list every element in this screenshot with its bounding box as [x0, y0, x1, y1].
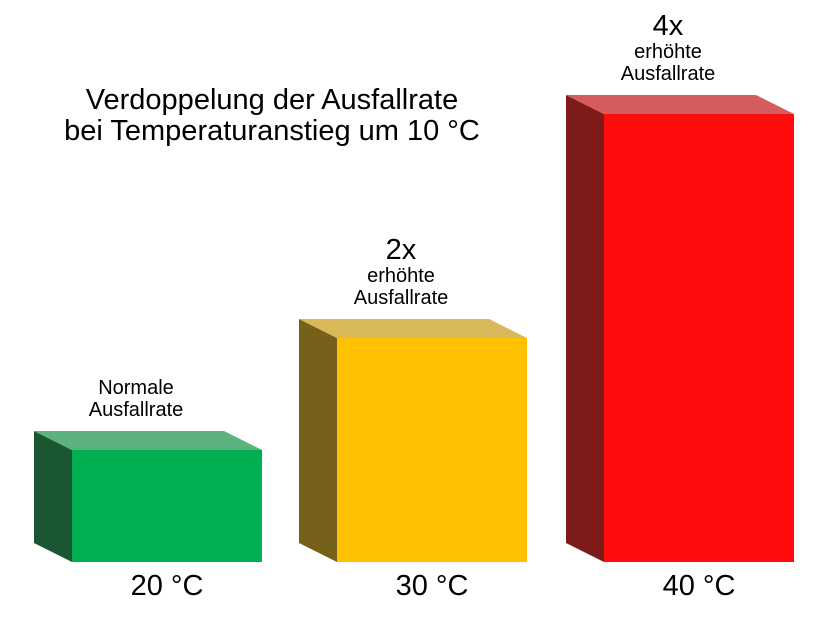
- bar-30c-annotation-headline: 2x: [385, 234, 417, 266]
- bar-40c-front-face: [604, 114, 794, 562]
- axis-label-20c: 20 °C: [130, 570, 204, 602]
- axis-label-30c: 30 °C: [395, 570, 469, 602]
- bar-20c-front-face: [72, 450, 262, 562]
- bar-20c-annotation: Normale Ausfallrate: [88, 377, 184, 421]
- bar-20c-annotation-line2: Ausfallrate: [88, 398, 184, 421]
- bar-20c-annotation-line1: Normale: [98, 377, 174, 399]
- bar-40c-annotation-line1: erhöhte: [634, 41, 702, 63]
- bar-20c-top-face: [34, 431, 262, 450]
- bar-40c-annotation-line2: Ausfallrate: [620, 62, 716, 85]
- bar-group-40c: [566, 95, 794, 562]
- bar-30c-annotation-line1: erhöhte: [367, 265, 435, 287]
- bar-group-20c: [34, 431, 262, 562]
- chart-title: Verdoppelung der Ausfallrate bei Tempera…: [64, 85, 480, 147]
- bar-30c-annotation: 2x erhöhte Ausfallrate: [354, 234, 449, 309]
- axis-label-40c: 40 °C: [662, 570, 736, 602]
- bar-40c-top-face: [566, 95, 794, 114]
- chart-title-line1: Verdoppelung der Ausfallrate: [85, 84, 459, 116]
- bar-30c-side-face: [299, 319, 337, 562]
- bar-30c-top-face: [299, 319, 527, 338]
- bar-30c-front-face: [337, 338, 527, 562]
- bar-group-30c: [299, 319, 527, 562]
- bar-40c-side-face: [566, 95, 604, 562]
- bar-40c-annotation: 4x erhöhte Ausfallrate: [621, 10, 716, 85]
- bar-20c-side-face: [34, 431, 72, 562]
- bar-40c-annotation-headline: 4x: [652, 10, 684, 42]
- chart-title-line2: bei Temperaturanstieg um 10 °C: [64, 115, 480, 147]
- bar-30c-annotation-line2: Ausfallrate: [353, 286, 449, 309]
